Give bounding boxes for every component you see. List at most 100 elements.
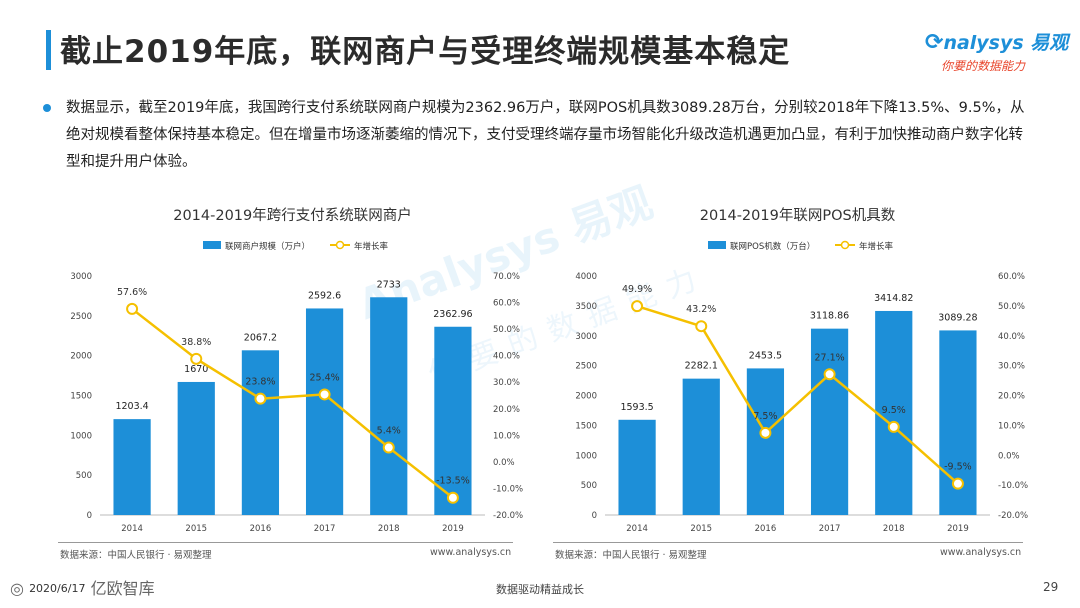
y-left-tick: 2500 bbox=[575, 362, 597, 372]
x-tick-label: 2015 bbox=[690, 524, 712, 534]
bar-value-label: 2067.2 bbox=[244, 332, 277, 343]
footer-divider-left bbox=[58, 542, 513, 543]
y-right-tick: 0.0% bbox=[493, 458, 515, 468]
summary-paragraph: 数据显示，截至2019年底，我国跨行支付系统联网商户规模为2362.96万户，联… bbox=[66, 100, 1025, 170]
growth-point bbox=[631, 300, 644, 313]
bar-value-label: 2362.96 bbox=[433, 309, 472, 320]
x-tick-label: 2016 bbox=[755, 524, 777, 534]
growth-value-label: 7.5% bbox=[753, 411, 777, 422]
page-number: 29 bbox=[1043, 580, 1059, 594]
growth-point bbox=[126, 302, 139, 315]
logo-slogan: 你要的数据能力 bbox=[941, 59, 1026, 73]
y-left-tick: 500 bbox=[581, 481, 597, 491]
bullet-dot-icon bbox=[43, 104, 51, 112]
growth-line bbox=[131, 307, 454, 499]
y-left-tick: 500 bbox=[76, 471, 92, 481]
bar-value-label: 2453.5 bbox=[749, 350, 782, 361]
chart-title: 2014-2019年联网POS机具数 bbox=[700, 207, 896, 224]
y-right-tick: -10.0% bbox=[998, 481, 1028, 491]
bar bbox=[241, 350, 280, 515]
y-left-tick: 4000 bbox=[575, 272, 597, 282]
growth-value-label: 23.8% bbox=[245, 377, 275, 388]
bar-value-label: 1670 bbox=[184, 364, 208, 375]
y-right-tick: 30.0% bbox=[493, 378, 520, 388]
growth-value-label: 25.4% bbox=[309, 372, 339, 383]
source-note-right: 数据来源：中国人民银行 · 易观整理 bbox=[555, 550, 707, 561]
growth-value-label: 49.9% bbox=[622, 284, 652, 295]
y-left-tick: 0 bbox=[87, 511, 92, 521]
bar-value-label: 2592.6 bbox=[308, 290, 341, 301]
y-right-tick: 50.0% bbox=[493, 325, 520, 335]
legend-line-marker bbox=[840, 240, 850, 250]
y-left-tick: 1000 bbox=[575, 451, 597, 461]
bar-value-label: 1203.4 bbox=[115, 401, 148, 412]
y-right-tick: 20.0% bbox=[998, 392, 1025, 402]
y-left-tick: 2500 bbox=[70, 312, 92, 322]
y-left-tick: 1000 bbox=[70, 431, 92, 441]
legend-bar-label: 联网商户规模（万户） bbox=[225, 241, 310, 252]
bar bbox=[113, 419, 151, 515]
bar-value-label: 2733 bbox=[377, 279, 401, 290]
y-right-tick: 40.0% bbox=[493, 352, 520, 362]
legend-bar-label: 联网POS机数（万台） bbox=[730, 241, 815, 252]
x-tick-label: 2014 bbox=[121, 524, 143, 534]
logo-swirl-icon: ⟳ bbox=[925, 30, 944, 55]
legend-line-label: 年增长率 bbox=[354, 241, 389, 252]
growth-point bbox=[951, 477, 964, 490]
bar-value-label: 1593.5 bbox=[620, 402, 653, 413]
growth-value-label: 27.1% bbox=[814, 352, 844, 363]
bar-value-label: 2282.1 bbox=[685, 361, 718, 372]
y-left-tick: 1500 bbox=[70, 392, 92, 402]
growth-point bbox=[446, 491, 459, 504]
footer-date: 2020/6/17 bbox=[29, 582, 86, 595]
growth-point bbox=[382, 441, 395, 454]
y-left-tick: 0 bbox=[592, 511, 597, 521]
x-tick-label: 2017 bbox=[819, 524, 841, 534]
chart-merchants: 2014-2019年跨行支付系统联网商户 联网商户规模（万户） 年增长率 0 500 10… bbox=[45, 195, 545, 535]
y-right-tick: 30.0% bbox=[998, 362, 1025, 372]
x-tick-label: 2018 bbox=[378, 524, 400, 534]
y-right-tick: 10.0% bbox=[998, 421, 1025, 431]
bar bbox=[875, 310, 913, 515]
growth-point bbox=[759, 426, 772, 439]
y-right-tick: 60.0% bbox=[998, 272, 1025, 282]
growth-value-label: -13.5% bbox=[436, 476, 470, 487]
x-tick-label: 2014 bbox=[626, 524, 648, 534]
y-left-tick: 3000 bbox=[70, 272, 92, 282]
legend-line-marker bbox=[335, 240, 345, 250]
growth-point bbox=[887, 420, 900, 433]
y-left-tick: 2000 bbox=[575, 392, 597, 402]
legend-bar-swatch bbox=[708, 241, 726, 249]
x-tick-label: 2016 bbox=[250, 524, 272, 534]
y-right-tick: -20.0% bbox=[998, 511, 1028, 521]
growth-point bbox=[823, 368, 836, 381]
y-left-tick: 2000 bbox=[70, 352, 92, 362]
footer-brand-icon: ◎ bbox=[10, 579, 24, 598]
bar bbox=[682, 378, 720, 515]
source-note-left: 数据来源：中国人民银行 · 易观整理 bbox=[60, 550, 212, 561]
growth-point bbox=[695, 320, 708, 333]
y-left-tick: 3500 bbox=[575, 302, 597, 312]
y-left-tick: 1500 bbox=[575, 421, 597, 431]
logo-brand-text: ⟳nalysys 易观 bbox=[925, 30, 1069, 55]
growth-value-label: 38.8% bbox=[181, 337, 211, 348]
y-right-tick: 60.0% bbox=[493, 299, 520, 309]
bar bbox=[305, 308, 344, 515]
x-tick-label: 2019 bbox=[947, 524, 969, 534]
legend-line-label: 年增长率 bbox=[859, 241, 894, 252]
growth-value-label: -9.5% bbox=[944, 462, 972, 473]
y-left-tick: 3000 bbox=[575, 332, 597, 342]
bar-value-label: 3089.28 bbox=[938, 312, 977, 323]
x-tick-label: 2017 bbox=[314, 524, 336, 534]
y-right-tick: -20.0% bbox=[493, 511, 523, 521]
bar bbox=[177, 381, 215, 515]
bar-value-label: 3414.82 bbox=[874, 293, 913, 304]
growth-value-label: 9.5% bbox=[882, 405, 906, 416]
title-accent-bar bbox=[46, 30, 51, 70]
y-right-tick: 0.0% bbox=[998, 451, 1020, 461]
bar bbox=[746, 368, 785, 515]
brand-logo: ⟳nalysys 易观 你要的数据能力 bbox=[925, 28, 1069, 73]
y-right-tick: 50.0% bbox=[998, 302, 1025, 312]
growth-point bbox=[254, 392, 267, 405]
x-tick-label: 2018 bbox=[883, 524, 905, 534]
